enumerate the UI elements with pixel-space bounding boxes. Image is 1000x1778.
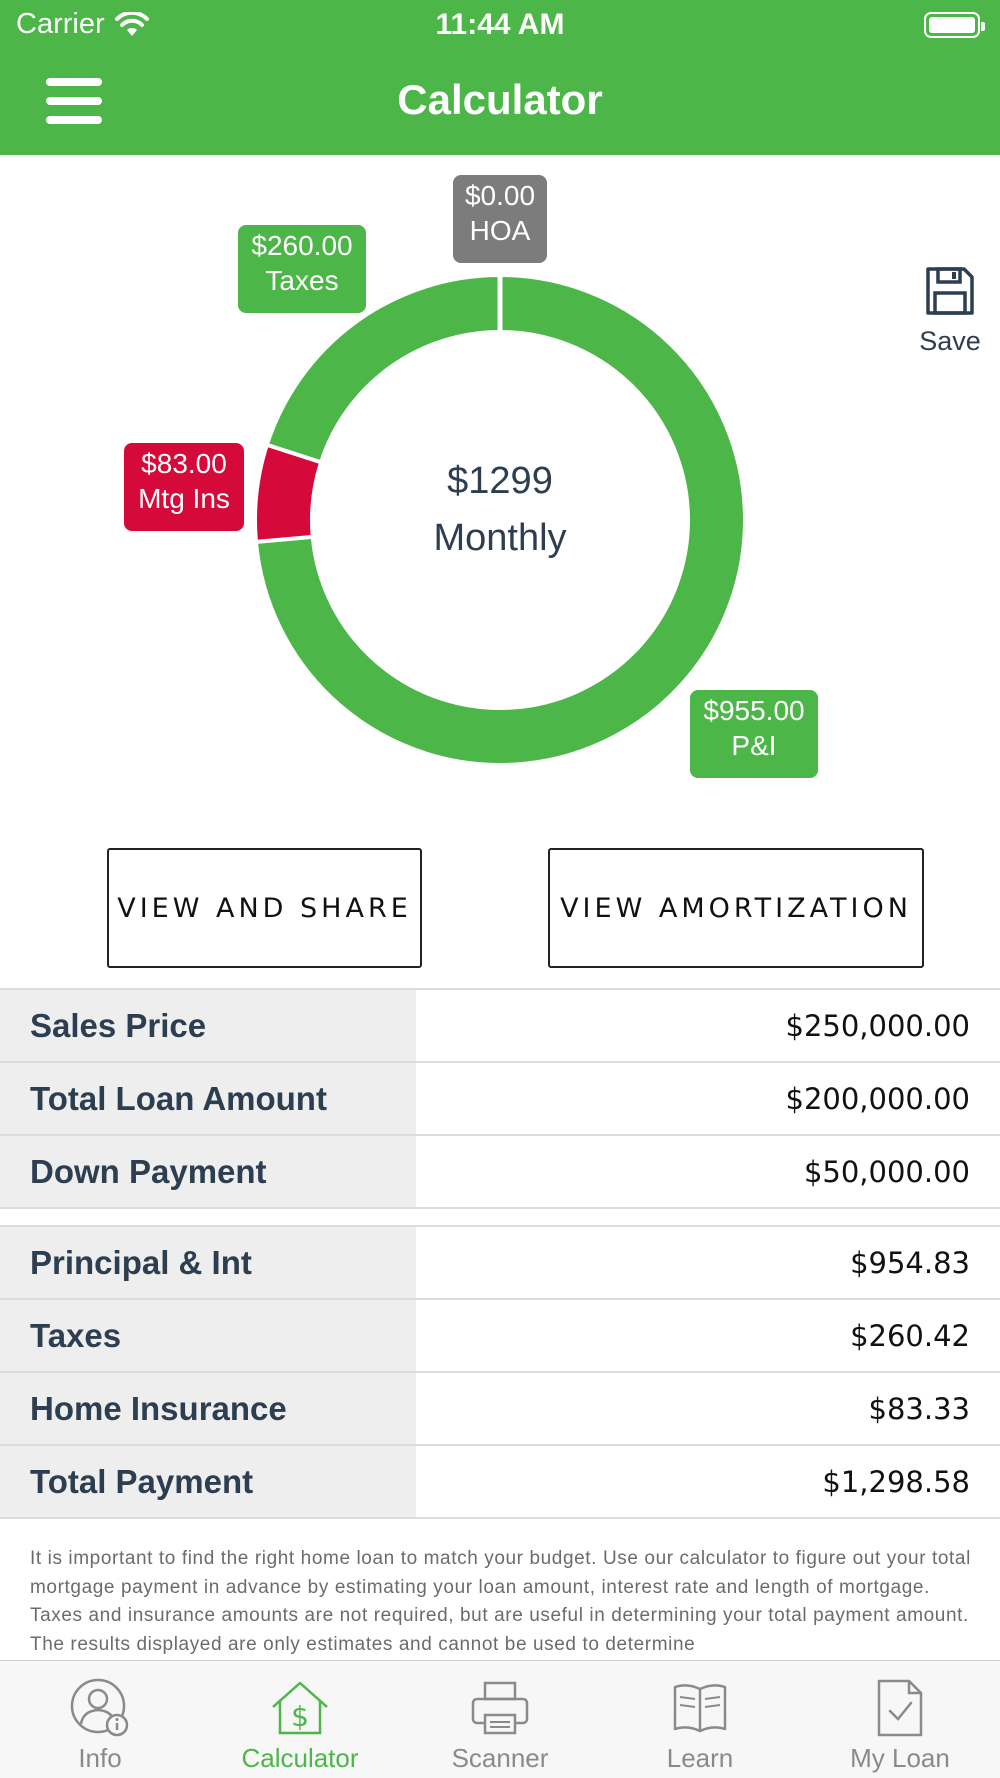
row-label: Sales Price: [0, 990, 416, 1061]
chip-mtg-ins-label: Mtg Ins: [138, 483, 230, 514]
chip-pi: $955.00 P&I: [690, 690, 818, 778]
table-row[interactable]: Down Payment $50,000.00: [0, 1136, 1000, 1209]
table-row[interactable]: Home Insurance $83.33: [0, 1373, 1000, 1446]
printer-icon: [471, 1681, 529, 1735]
chip-taxes-value: $260.00: [251, 230, 353, 261]
chip-pi-label: P&I: [731, 730, 777, 761]
payment-table: Principal & Int $954.83 Taxes $260.42 Ho…: [0, 1225, 1000, 1519]
chart-center-amount: $1299: [447, 460, 553, 502]
donut-chart: [253, 272, 747, 767]
chip-mtg-ins: $83.00 Mtg Ins: [124, 443, 244, 531]
status-time: 11:44 AM: [435, 8, 565, 41]
header: Carrier 11:44 AM Calculator: [0, 0, 1000, 155]
row-value[interactable]: $1,298.58: [822, 1464, 970, 1499]
save-icon: [926, 267, 974, 315]
chip-taxes-label: Taxes: [265, 265, 339, 296]
chip-hoa-label: HOA: [469, 215, 531, 246]
tab-scanner-label: Scanner: [451, 1743, 549, 1773]
tab-my-loan-label: My Loan: [850, 1743, 950, 1773]
row-label: Down Payment: [0, 1136, 416, 1207]
tab-info-label: Info: [78, 1743, 122, 1773]
house-dollar-icon: $: [272, 1681, 328, 1735]
chip-taxes: $260.00 Taxes: [238, 225, 366, 313]
chart-center-label: Monthly: [433, 517, 567, 559]
user-info-icon: [70, 1678, 129, 1737]
row-label: Home Insurance: [0, 1373, 416, 1444]
row-label: Taxes: [0, 1300, 416, 1371]
save-label: Save: [919, 326, 981, 356]
disclaimer-text: It is important to find the right home l…: [30, 1548, 971, 1655]
document-check-icon: [877, 1679, 923, 1737]
tab-info[interactable]: Info: [0, 1661, 200, 1778]
row-value[interactable]: $260.42: [850, 1318, 970, 1353]
save-button[interactable]: Save: [906, 265, 994, 357]
loan-table: Sales Price $250,000.00 Total Loan Amoun…: [0, 988, 1000, 1209]
chip-hoa: $0.00 HOA: [453, 175, 547, 263]
chip-mtg-ins-value: $83.00: [141, 448, 227, 479]
menu-button[interactable]: [46, 78, 102, 124]
tab-calculator-label: Calculator: [241, 1743, 359, 1773]
table-row[interactable]: Taxes $260.42: [0, 1300, 1000, 1373]
row-value[interactable]: $50,000.00: [803, 1154, 970, 1189]
chip-hoa-value: $0.00: [464, 180, 536, 211]
payment-chart: $1299 Monthly $0.00 HOA $260.00 Taxes $8…: [0, 155, 1000, 805]
donut-slice-p-i: [253, 272, 747, 767]
tab-calculator[interactable]: $ Calculator: [200, 1661, 400, 1778]
page-title: Calculator: [397, 76, 603, 123]
row-label: Total Loan Amount: [0, 1063, 416, 1134]
chip-pi-value: $955.00: [703, 695, 805, 726]
table-row[interactable]: Sales Price $250,000.00: [0, 990, 1000, 1063]
book-icon: [673, 1684, 727, 1733]
tab-scanner[interactable]: Scanner: [400, 1661, 600, 1778]
row-value[interactable]: $83.33: [868, 1391, 970, 1426]
wifi-icon: [114, 11, 149, 36]
tab-my-loan[interactable]: My Loan: [800, 1661, 1000, 1778]
tab-bar: Info $ Calculator Scanner Learn: [0, 1660, 1000, 1778]
battery-icon: [924, 12, 985, 38]
status-carrier: Carrier: [16, 8, 149, 41]
view-amortization-button[interactable]: VIEW AMORTIZATION: [548, 848, 924, 968]
svg-text:$: $: [291, 1700, 309, 1733]
row-value[interactable]: $250,000.00: [785, 1008, 971, 1043]
table-row[interactable]: Total Loan Amount $200,000.00: [0, 1063, 1000, 1136]
row-value[interactable]: $200,000.00: [785, 1081, 971, 1116]
table-row[interactable]: Total Payment $1,298.58: [0, 1446, 1000, 1519]
tab-learn-label: Learn: [666, 1743, 734, 1773]
table-row[interactable]: Principal & Int $954.83: [0, 1227, 1000, 1300]
row-value[interactable]: $954.83: [850, 1245, 970, 1280]
tab-learn[interactable]: Learn: [600, 1661, 800, 1778]
carrier-label: Carrier: [16, 8, 105, 40]
row-label: Total Payment: [0, 1446, 416, 1517]
row-label: Principal & Int: [0, 1227, 416, 1298]
view-and-share-button[interactable]: VIEW AND SHARE: [107, 848, 422, 968]
